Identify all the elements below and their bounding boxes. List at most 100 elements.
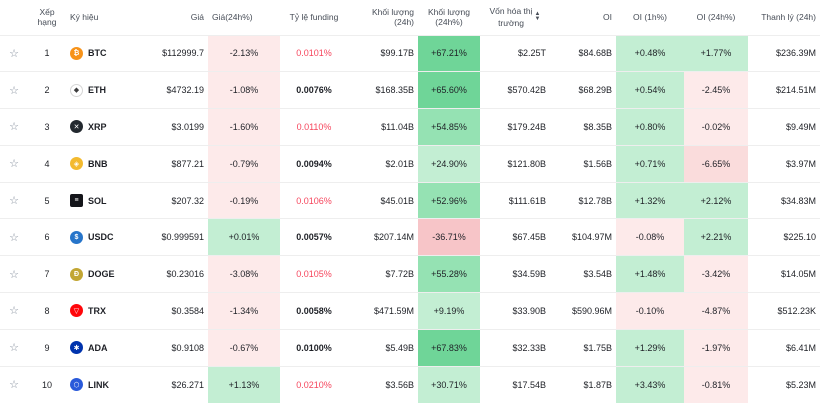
symbol-cell[interactable]: ✕ XRP [66, 109, 146, 146]
table-row[interactable]: ☆ 3 ✕ XRP $3.0199 -1.60% 0.0110% $11.04B +54.85%… [0, 108, 820, 146]
header-market-cap-line1: Vốn hóa thị [489, 6, 533, 17]
oi-cell: $3.54B [583, 269, 612, 280]
liquidation-cell: $34.83M [780, 195, 816, 206]
favorite-star-icon[interactable]: ☆ [9, 121, 19, 134]
volume-change-cell: +30.71% [418, 366, 480, 403]
volume-change-cell: +54.85% [418, 108, 480, 146]
symbol-cell[interactable]: ₿ BTC [66, 35, 146, 72]
symbol-cell[interactable]: ◈ BNB [66, 145, 146, 182]
oi-24h-cell: +2.21% [684, 218, 748, 256]
header-oi-24h[interactable]: OI (24h%) [696, 12, 736, 23]
link-icon: ⬡ [70, 378, 83, 392]
symbol-cell[interactable]: ▽ TRX [66, 293, 146, 330]
header-price-change[interactable]: Giá(24h%) [212, 12, 253, 23]
funding-rate-cell: 0.0105% [296, 269, 332, 280]
volume-change-cell: -36.71% [418, 218, 480, 256]
market-cap-cell: $570.42B [507, 85, 546, 96]
price-cell: $0.999591 [161, 232, 204, 243]
symbol-cell[interactable]: ⬡ LINK [66, 366, 146, 403]
price-change-cell: -2.13% [208, 35, 280, 72]
liquidation-cell: $214.51M [775, 85, 816, 96]
favorite-star-icon[interactable]: ☆ [9, 195, 19, 208]
volume-cell: $99.17B [380, 48, 414, 59]
oi-24h-cell: -6.65% [684, 145, 748, 183]
header-market-cap[interactable]: Vốn hóa thị trường ▲ ▼ [480, 0, 550, 35]
symbol-cell[interactable]: ✱ ADA [66, 329, 146, 366]
price-cell: $0.23016 [166, 269, 204, 280]
rank-cell: 6 [44, 232, 50, 243]
oi-24h-cell: -4.87% [684, 292, 748, 330]
symbol-label: DOGE [88, 269, 115, 280]
header-oi-1h[interactable]: OI (1h%) [632, 12, 667, 23]
favorite-star-icon[interactable]: ☆ [9, 268, 19, 281]
xrp-icon: ✕ [70, 120, 83, 134]
volume-cell: $2.01B [385, 158, 414, 169]
table-row[interactable]: ☆ 8 ▽ TRX $0.3584 -1.34% 0.0058% $471.59M +9.19%… [0, 292, 820, 330]
price-change-cell: -0.67% [208, 329, 280, 367]
oi-1h-cell: +0.71% [616, 145, 684, 183]
price-cell: $0.3584 [171, 305, 204, 316]
header-symbol[interactable]: Ký hiệu [70, 12, 99, 23]
oi-1h-cell: +1.32% [616, 182, 684, 219]
symbol-cell[interactable]: ≡ SOL [66, 182, 146, 219]
header-rank[interactable]: Xếp hạng [37, 7, 57, 28]
rank-cell: 10 [41, 379, 52, 390]
volume-cell: $471.59M [373, 305, 414, 316]
oi-24h-cell: -0.02% [684, 108, 748, 146]
table-row[interactable]: ☆ 6 $ USDC $0.999591 +0.01% 0.0057% $207.14M -36… [0, 218, 820, 256]
symbol-label: TRX [88, 305, 106, 316]
table-row[interactable]: ☆ 7 Ð DOGE $0.23016 -3.08% 0.0105% $7.72B +55.28… [0, 255, 820, 293]
funding-rate-cell: 0.0076% [296, 85, 332, 96]
header-volume-change[interactable]: Khối lượng (24h%) [428, 7, 470, 28]
header-price[interactable]: Giá [190, 12, 204, 23]
header-funding-rate[interactable]: Tỷ lệ funding [289, 12, 339, 23]
market-cap-cell: $32.33B [512, 342, 546, 353]
oi-1h-cell: +3.43% [616, 366, 684, 403]
header-liquidation[interactable]: Thanh lý (24h) [761, 12, 816, 23]
table-row[interactable]: ☆ 2 ◆ ETH $4732.19 -1.08% 0.0076% $168.35B +65.6… [0, 71, 820, 109]
favorite-star-icon[interactable]: ☆ [9, 305, 19, 318]
favorite-star-icon[interactable]: ☆ [9, 342, 19, 355]
favorite-star-icon[interactable]: ☆ [9, 379, 19, 392]
volume-cell: $5.49B [385, 342, 414, 353]
liquidation-cell: $225.10 [783, 232, 816, 243]
eth-icon: ◆ [70, 83, 83, 97]
oi-cell: $84.68B [578, 48, 612, 59]
favorite-star-icon[interactable]: ☆ [9, 158, 19, 171]
volume-change-cell: +65.60% [418, 71, 480, 109]
sort-icon[interactable]: ▲ ▼ [534, 11, 541, 23]
ada-icon: ✱ [70, 341, 83, 355]
table-row[interactable]: ☆ 1 ₿ BTC $112999.7 -2.13% 0.0101% $99.17B +67.2… [0, 35, 820, 72]
symbol-cell[interactable]: ◆ ETH [66, 72, 146, 109]
bnb-icon: ◈ [70, 157, 83, 171]
symbol-cell[interactable]: $ USDC [66, 219, 146, 256]
oi-24h-cell: +2.12% [684, 182, 748, 219]
symbol-cell[interactable]: Ð DOGE [66, 256, 146, 293]
table-header-row: Xếp hạng Ký hiệu Giá Giá(24h%) Tỷ lệ fun… [0, 0, 820, 35]
header-oi[interactable]: OI [603, 12, 612, 23]
rank-cell: 2 [44, 85, 50, 96]
funding-rate-cell: 0.0058% [296, 305, 332, 316]
volume-cell: $168.35B [375, 85, 414, 96]
table-row[interactable]: ☆ 10 ⬡ LINK $26.271 +1.13% 0.0210% $3.56B +30.71… [0, 366, 820, 403]
rank-cell: 9 [44, 342, 50, 353]
volume-cell: $207.14M [373, 232, 414, 243]
table-row[interactable]: ☆ 5 ≡ SOL $207.32 -0.19% 0.0106% $45.01B +52.96%… [0, 182, 820, 219]
favorite-star-icon[interactable]: ☆ [9, 84, 19, 97]
liquidation-cell: $5.23M [785, 379, 816, 390]
favorite-star-icon[interactable]: ☆ [9, 47, 19, 60]
funding-rate-cell: 0.0101% [296, 48, 332, 59]
volume-change-cell: +67.83% [418, 329, 480, 367]
symbol-label: ADA [88, 342, 108, 353]
volume-cell: $11.04B [381, 121, 414, 132]
favorite-star-icon[interactable]: ☆ [9, 231, 19, 244]
oi-24h-cell: -2.45% [684, 71, 748, 109]
table-row[interactable]: ☆ 9 ✱ ADA $0.9108 -0.67% 0.0100% $5.49B +67.83% $… [0, 329, 820, 367]
oi-24h-cell: -1.97% [684, 329, 748, 367]
oi-cell: $590.96M [571, 305, 612, 316]
price-change-cell: -0.79% [208, 145, 280, 183]
header-volume[interactable]: Khối lượng (24h) [372, 7, 414, 28]
table-row[interactable]: ☆ 4 ◈ BNB $877.21 -0.79% 0.0094% $2.01B +24.90% $… [0, 145, 820, 183]
market-cap-cell: $179.24B [507, 121, 546, 132]
